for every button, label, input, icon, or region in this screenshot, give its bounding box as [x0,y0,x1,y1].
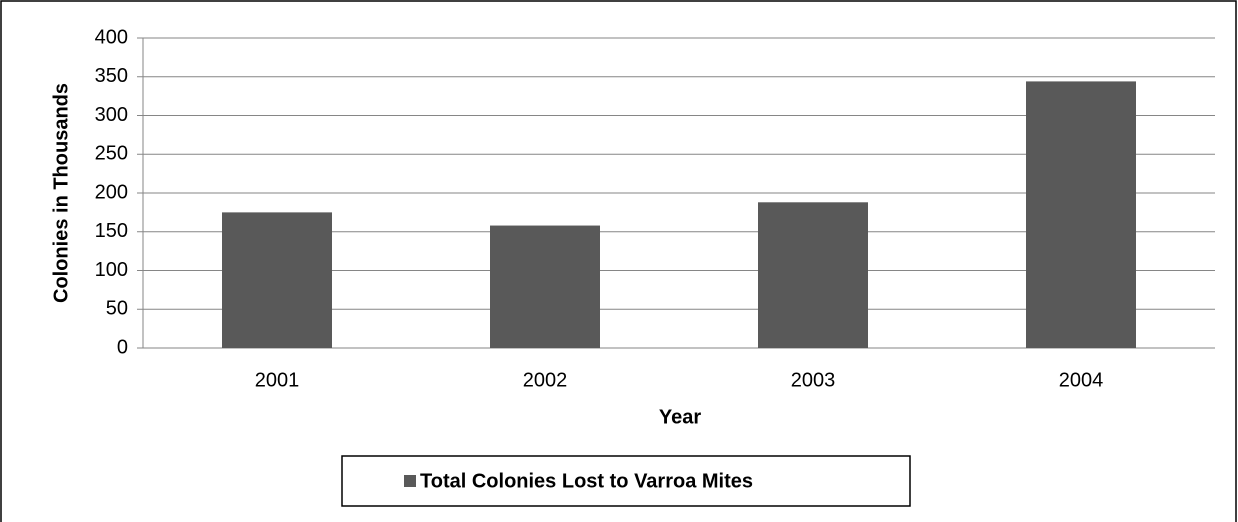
x-tick-label: 2002 [523,369,568,391]
y-tick-label: 200 [95,181,128,203]
legend-label: Total Colonies Lost to Varroa Mites [420,470,753,492]
y-tick-label: 100 [95,259,128,281]
bar [222,212,332,348]
legend-swatch [404,475,416,487]
y-tick-label: 400 [95,26,128,48]
x-tick-label: 2003 [791,369,836,391]
y-tick-label: 300 [95,104,128,126]
y-axis-title: Colonies in Thousands [50,83,72,303]
y-tick-label: 0 [117,336,128,358]
y-tick-label: 350 [95,65,128,87]
bar [490,225,600,348]
y-tick-label: 150 [95,220,128,242]
x-tick-label: 2001 [255,369,300,391]
y-tick-label: 250 [95,143,128,165]
y-tick-label: 50 [106,298,128,320]
legend-box [341,455,911,507]
x-axis-title: Year [659,406,701,428]
bar [1026,81,1136,349]
x-tick-label: 2004 [1059,369,1104,391]
bar [758,202,868,348]
